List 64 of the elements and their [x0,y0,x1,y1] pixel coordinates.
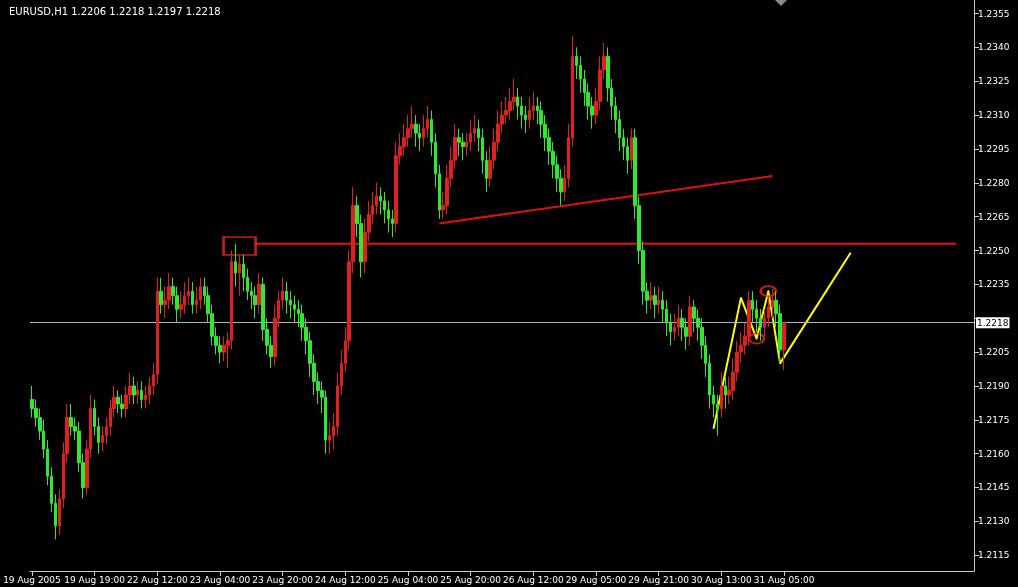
x-tick-label: 31 Aug 05:00 [753,574,815,585]
y-tick-label: 1.2145 [978,482,1010,493]
candlestick [653,286,657,319]
candlestick [649,281,653,310]
y-tick-label: 1.2235 [978,279,1010,290]
ref-line-label: 1.2218 [977,317,1009,328]
y-tick-label: 1.2325 [978,76,1010,87]
x-tick-label: 25 Aug 04:00 [377,574,439,585]
x-tick-label: 19 Aug 19:00 [64,574,126,585]
x-tick-label: 23 Aug 20:00 [252,574,314,585]
y-tick-label: 1.2310 [978,110,1010,121]
candlestick [414,114,418,148]
y-tick-label: 1.2130 [978,516,1010,527]
x-tick-label: 19 Aug 2005 [3,574,61,585]
text: EURUSD,H1 1.2206 1.2218 1.2197 1.2218 [9,5,221,17]
candlestick [720,371,723,419]
x-tick-label: 29 Aug 21:00 [628,574,690,585]
y-tick-label: 1.2295 [978,143,1010,154]
y-tick-label: 1.2205 [978,347,1010,358]
y-tick-label: 1.2340 [978,42,1010,53]
y-tick-label: 1.2280 [978,177,1010,188]
candlestick [677,304,680,337]
y-tick-label: 1.2175 [978,414,1010,425]
y-tick-label: 1.2190 [978,380,1010,391]
candlestick [528,96,531,130]
candlestick [238,254,241,297]
candlestick [285,281,288,315]
candlestick [191,281,194,315]
y-tick-label: 1.2355 [978,8,1010,19]
x-tick-label: 25 Aug 20:00 [440,574,502,585]
candlestick [199,277,202,310]
candlestick [136,380,139,405]
candlestick [69,403,73,437]
candlestick [782,322,786,371]
x-tick-label: 29 Aug 05:00 [565,574,627,585]
x-tick-label: 23 Aug 04:00 [189,574,251,585]
candlestick [234,243,237,288]
y-tick-label: 1.2265 [978,211,1010,222]
candlestick [688,295,692,346]
x-tick-label: 22 Aug 12:00 [126,574,188,585]
candlestick [469,119,472,152]
candlestick [116,389,120,414]
candlestick [461,132,465,161]
candlestick [724,376,727,409]
candlestick [457,128,461,157]
point [748,332,766,345]
candlestick [293,295,296,324]
y-tick-label: 1.2115 [978,550,1010,561]
candlestick [140,380,143,409]
candlestick [657,286,660,315]
x-tick-label: 30 Aug 13:00 [691,574,752,585]
x-tick-label: 26 Aug 12:00 [502,574,564,585]
candlestick [630,128,633,170]
y-tick-label: 1.2160 [978,448,1010,459]
line-series [712,251,852,430]
point [759,285,777,298]
candlestick [183,281,186,315]
y-tick-label: 1.2250 [978,245,1010,256]
candlestick [253,286,257,319]
candlestick [257,272,261,315]
x-tick-label: 24 Aug 12:00 [314,574,376,585]
candlestick [159,277,163,315]
candlestick [132,376,136,405]
candlestick [120,394,124,419]
